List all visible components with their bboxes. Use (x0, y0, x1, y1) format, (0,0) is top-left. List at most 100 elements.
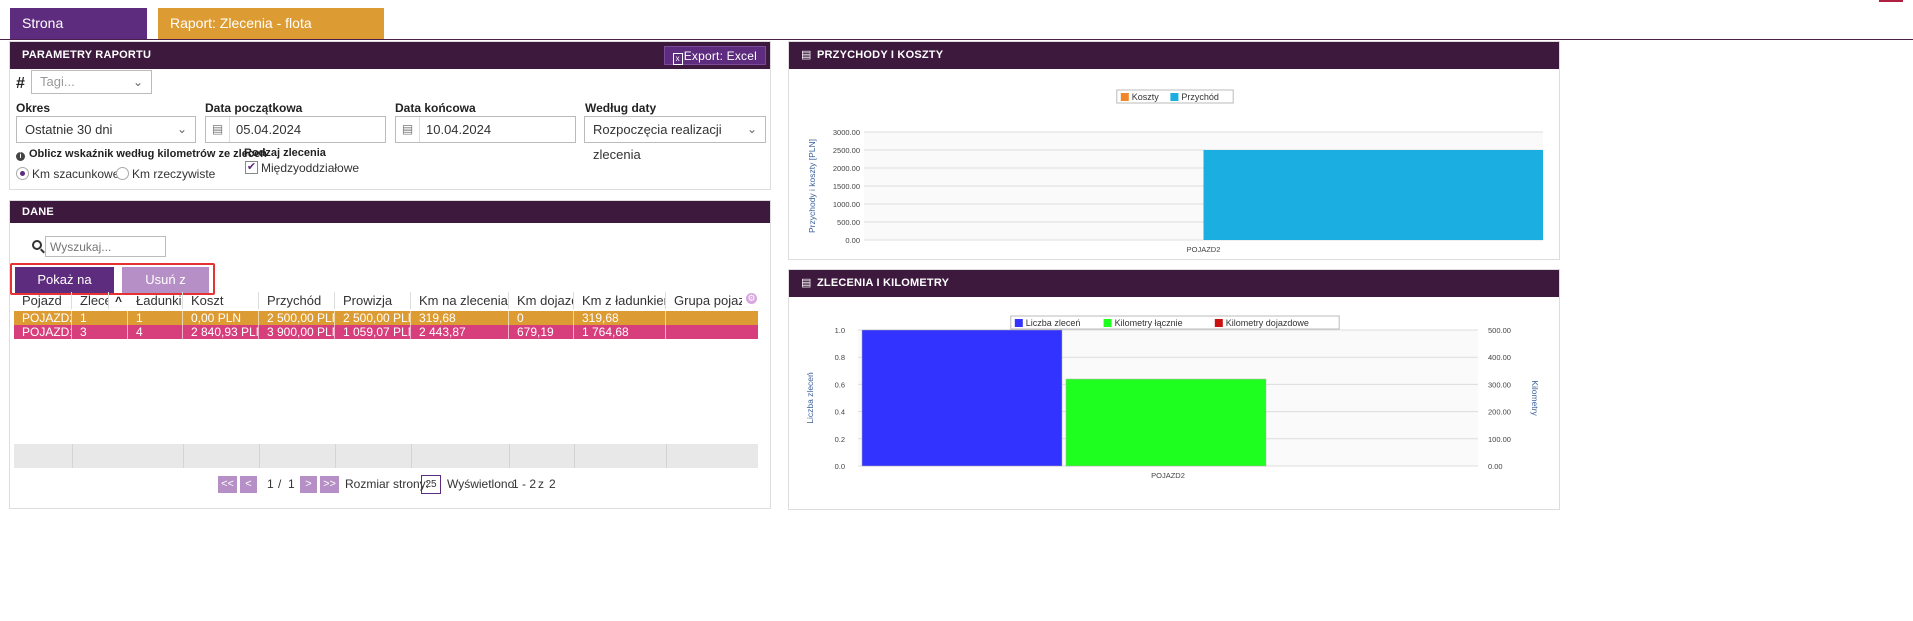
revenue-costs-panel: ▤ PRZYCHODY I KOSZTY Koszty Przychód 0.00 5… (788, 41, 1560, 260)
cell: 2 500,00 PLN (335, 311, 411, 325)
cell: 2 443,87 (411, 325, 509, 339)
cell: 2 500,00 PLN (259, 311, 335, 325)
legend-swatch (1120, 93, 1129, 101)
orders-km-chart: Liczba zleceń Kilometry łącznie Kilometry … (805, 315, 1540, 480)
interbranch-checkbox[interactable]: ✔ (245, 161, 258, 174)
cell: 3 (72, 325, 128, 339)
sort-ascending-icon[interactable]: ^ (115, 294, 123, 308)
panel-title: DANE (22, 206, 54, 218)
column-header[interactable]: Grupa pojazdów (674, 293, 742, 308)
legend-label: Kilometry łącznie (1115, 318, 1183, 328)
y-tick-label: 0.00 (845, 236, 860, 245)
x-tick-label: POJAZD2 (1187, 245, 1221, 254)
export-excel-button[interactable]: x Export: Excel (663, 46, 766, 65)
tags-placeholder: Tagi... (40, 74, 75, 89)
window-corner-mark (1879, 0, 1903, 2)
table-footer (14, 444, 758, 468)
legend-swatch (1103, 319, 1112, 327)
km-real-radio[interactable] (116, 167, 129, 180)
column-header[interactable]: Km z ładunkiem (574, 292, 666, 309)
page-size-label: Rozmiar strony: (345, 477, 430, 491)
current-page: 1 (267, 477, 274, 491)
bar-przychód[interactable] (1203, 150, 1544, 240)
end-date-value: 10.04.2024 (426, 122, 492, 137)
by-date-select[interactable]: Rozpoczęcia realizacji zlecenia ⌄ (584, 116, 766, 162)
tags-select[interactable]: Tagi... ⌄ (31, 70, 152, 94)
y2-tick-label: 0.00 (1488, 462, 1503, 471)
legend-label: Kilometry dojazdowe (1226, 318, 1309, 328)
bar-liczba-zleceń[interactable] (861, 329, 1063, 467)
search-input[interactable] (45, 236, 166, 257)
search-icon (32, 240, 42, 250)
panel-title: ZLECENIA I KILOMETRY (817, 277, 950, 289)
hash-icon: # (16, 75, 25, 92)
table-header: Pojazd Zlecen ^ Ładunki Koszt Przychód P… (14, 292, 758, 309)
y-tick-label: 0.2 (835, 435, 845, 444)
orders-km-panel: ▤ ZLECENIA I KILOMETRY Liczba zleceń Kilom… (788, 269, 1560, 510)
y-axis-label: Liczba zleceń (805, 372, 815, 424)
y2-axis-label: Kilometry (1530, 380, 1540, 416)
bar-kilometry-łącznie[interactable] (1065, 378, 1267, 467)
column-header[interactable]: Zlecen (72, 292, 109, 309)
cell (666, 325, 758, 339)
column-header[interactable]: Koszt (183, 292, 259, 309)
start-date-field[interactable]: ▤ 05.04.2024 (205, 116, 386, 143)
panel-title: PARAMETRY RAPORTU (22, 49, 152, 61)
period-label: Okres (16, 101, 51, 115)
first-page-button[interactable]: << (218, 476, 237, 493)
settings-gear-icon[interactable]: ⚙ (746, 293, 757, 304)
y2-tick-label: 500.00 (1488, 326, 1511, 335)
column-header[interactable]: Ładunki (128, 292, 183, 309)
legend-swatch (1214, 319, 1223, 327)
period-select[interactable]: Ostatnie 30 dni ⌄ (16, 116, 196, 143)
y2-tick-label: 400.00 (1488, 353, 1511, 362)
tab-bar: Strona startowa✕ Raport: Zlecenia - flot… (0, 0, 1913, 63)
total-pages: 1 (288, 477, 295, 491)
table-row[interactable]: POJAZD1 3 4 2 840,93 PLN 3 900,00 PLN 1 … (14, 325, 758, 339)
y-tick-label: 0.8 (835, 353, 845, 362)
y2-tick-label: 100.00 (1488, 435, 1511, 444)
legend-label: Przychód (1181, 92, 1219, 102)
cell: 319,68 (411, 311, 509, 325)
tab-start-page[interactable]: Strona startowa✕ (10, 8, 147, 63)
cell: 1 (72, 311, 128, 325)
end-date-label: Data końcowa (395, 101, 476, 115)
tab-report[interactable]: Raport: Zlecenia - flota własna✕ (158, 8, 384, 63)
next-page-button[interactable]: > (300, 476, 317, 493)
export-label: Export: Excel (683, 49, 757, 63)
page-size-input[interactable]: 25 (421, 475, 441, 494)
y-tick-label: 0.0 (835, 462, 845, 471)
y2-tick-label: 200.00 (1488, 408, 1511, 417)
y-tick-label: 1.0 (835, 326, 845, 335)
revenue-chart: Koszty Przychód 0.00 500.00 1000.00 1500.00 2… (807, 89, 1544, 254)
panel-header: DANE (10, 201, 770, 223)
period-value: Ostatnie 30 dni (25, 122, 113, 137)
bar-chart-icon: ▤ (801, 49, 812, 61)
column-header[interactable]: Prowizja (335, 292, 411, 309)
column-header[interactable]: Pojazd (14, 292, 72, 309)
cell: 3 900,00 PLN (259, 325, 335, 339)
km-estimated-radio[interactable] (16, 167, 29, 180)
last-page-button[interactable]: >> (320, 476, 339, 493)
highlight-box (10, 263, 215, 295)
column-header[interactable]: Km na zleceniach (411, 292, 509, 309)
start-date-value: 05.04.2024 (236, 122, 302, 137)
cell: 4 (128, 325, 183, 339)
panel-header: PARAMETRY RAPORTU x Export: Excel (10, 42, 770, 69)
calendar-icon[interactable]: ▤ (396, 117, 420, 142)
cell (666, 311, 758, 325)
table-row[interactable]: POJAZD2 1 1 0,00 PLN 2 500,00 PLN 2 500,… (14, 311, 758, 325)
show-on-chart-button[interactable]: Pokaż na wykresie (15, 267, 114, 313)
column-header[interactable]: Km dojazd (509, 292, 574, 309)
remove-from-chart-button[interactable]: Usuń z wykresu (122, 267, 209, 313)
calendar-icon[interactable]: ▤ (206, 117, 230, 142)
cell: 0,00 PLN (183, 311, 259, 325)
cell: 679,19 (509, 325, 574, 339)
end-date-field[interactable]: ▤ 10.04.2024 (395, 116, 576, 143)
chevron-down-icon: ⌄ (132, 75, 143, 89)
prev-page-button[interactable]: < (240, 476, 257, 493)
km-estimated-label: Km szacunkowe (32, 167, 120, 181)
cell: 1 059,07 PLN (335, 325, 411, 339)
y-tick-label: 0.4 (835, 408, 845, 417)
column-header[interactable]: Przychód (259, 292, 335, 309)
